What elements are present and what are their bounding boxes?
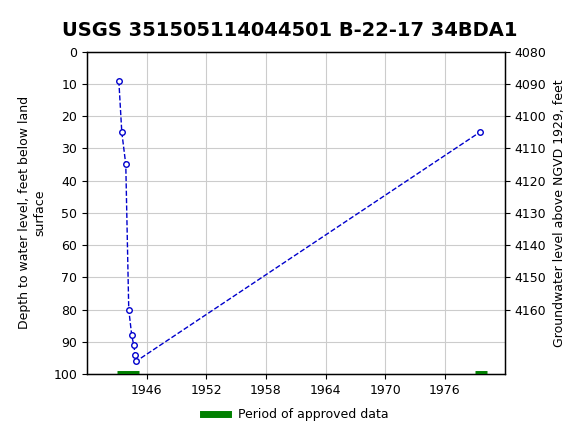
- Text: ▒USGS: ▒USGS: [12, 9, 66, 31]
- Legend: Period of approved data: Period of approved data: [198, 403, 394, 426]
- Text: USGS 351505114044501 B-22-17 34BDA1: USGS 351505114044501 B-22-17 34BDA1: [62, 21, 518, 40]
- Y-axis label: Groundwater level above NGVD 1929, feet: Groundwater level above NGVD 1929, feet: [553, 79, 566, 347]
- Y-axis label: Depth to water level, feet below land
surface: Depth to water level, feet below land su…: [19, 96, 46, 329]
